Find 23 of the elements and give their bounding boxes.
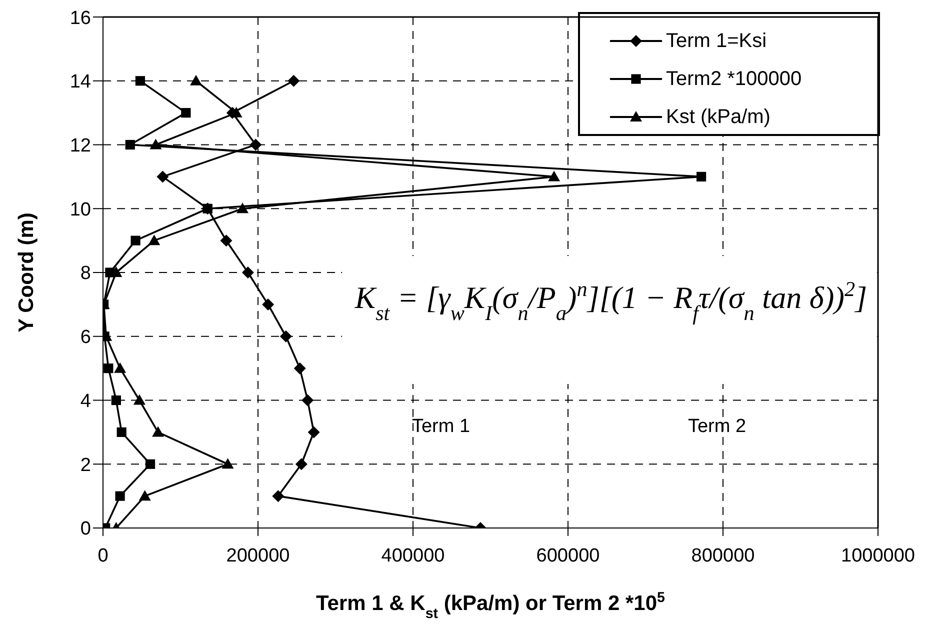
x-tick-label: 1000000 <box>841 545 915 566</box>
y-tick-label: 14 <box>70 72 92 93</box>
y-tick-label: 4 <box>80 390 92 412</box>
y-tick-label: 2 <box>80 454 91 476</box>
x-tick-label: 800000 <box>691 545 755 566</box>
annotation: Term 2 <box>688 416 746 437</box>
y-tick-label: 6 <box>80 327 91 348</box>
legend-label: Term2 *100000 <box>666 68 802 90</box>
legend-label: Term 1=Ksi <box>666 30 767 52</box>
y-tick-label: 10 <box>70 199 91 220</box>
text: K$_{st}$ = [γ$_{w}$K$_{I}$(σ$_{n}$/P$_{a}$)$^{n}$][(1 − R$_{f}$τ/(σ$_{n}$ tan δ))$^{2}$] <box>354 277 868 325</box>
legend-label: Kst (kPa/m) <box>666 106 770 128</box>
y-tick-label: 8 <box>80 263 91 284</box>
y-tick-label: 16 <box>70 8 91 29</box>
y-axis-title: Y Coord (m) <box>14 212 38 332</box>
x-axis-title: Term 1 & K$_{st}$ (kPa/m) or Term 2 *10$^{5}$ <box>316 590 666 622</box>
x-tick-label: 200000 <box>226 545 290 566</box>
x-tick-label: 0 <box>98 545 108 566</box>
y-tick-label: 0 <box>80 518 91 540</box>
y-tick-label: 12 <box>70 135 91 156</box>
x-tick-label: 600000 <box>536 545 600 566</box>
annotation: Term 1 <box>412 416 470 437</box>
x-tick-label: 400000 <box>381 545 445 566</box>
